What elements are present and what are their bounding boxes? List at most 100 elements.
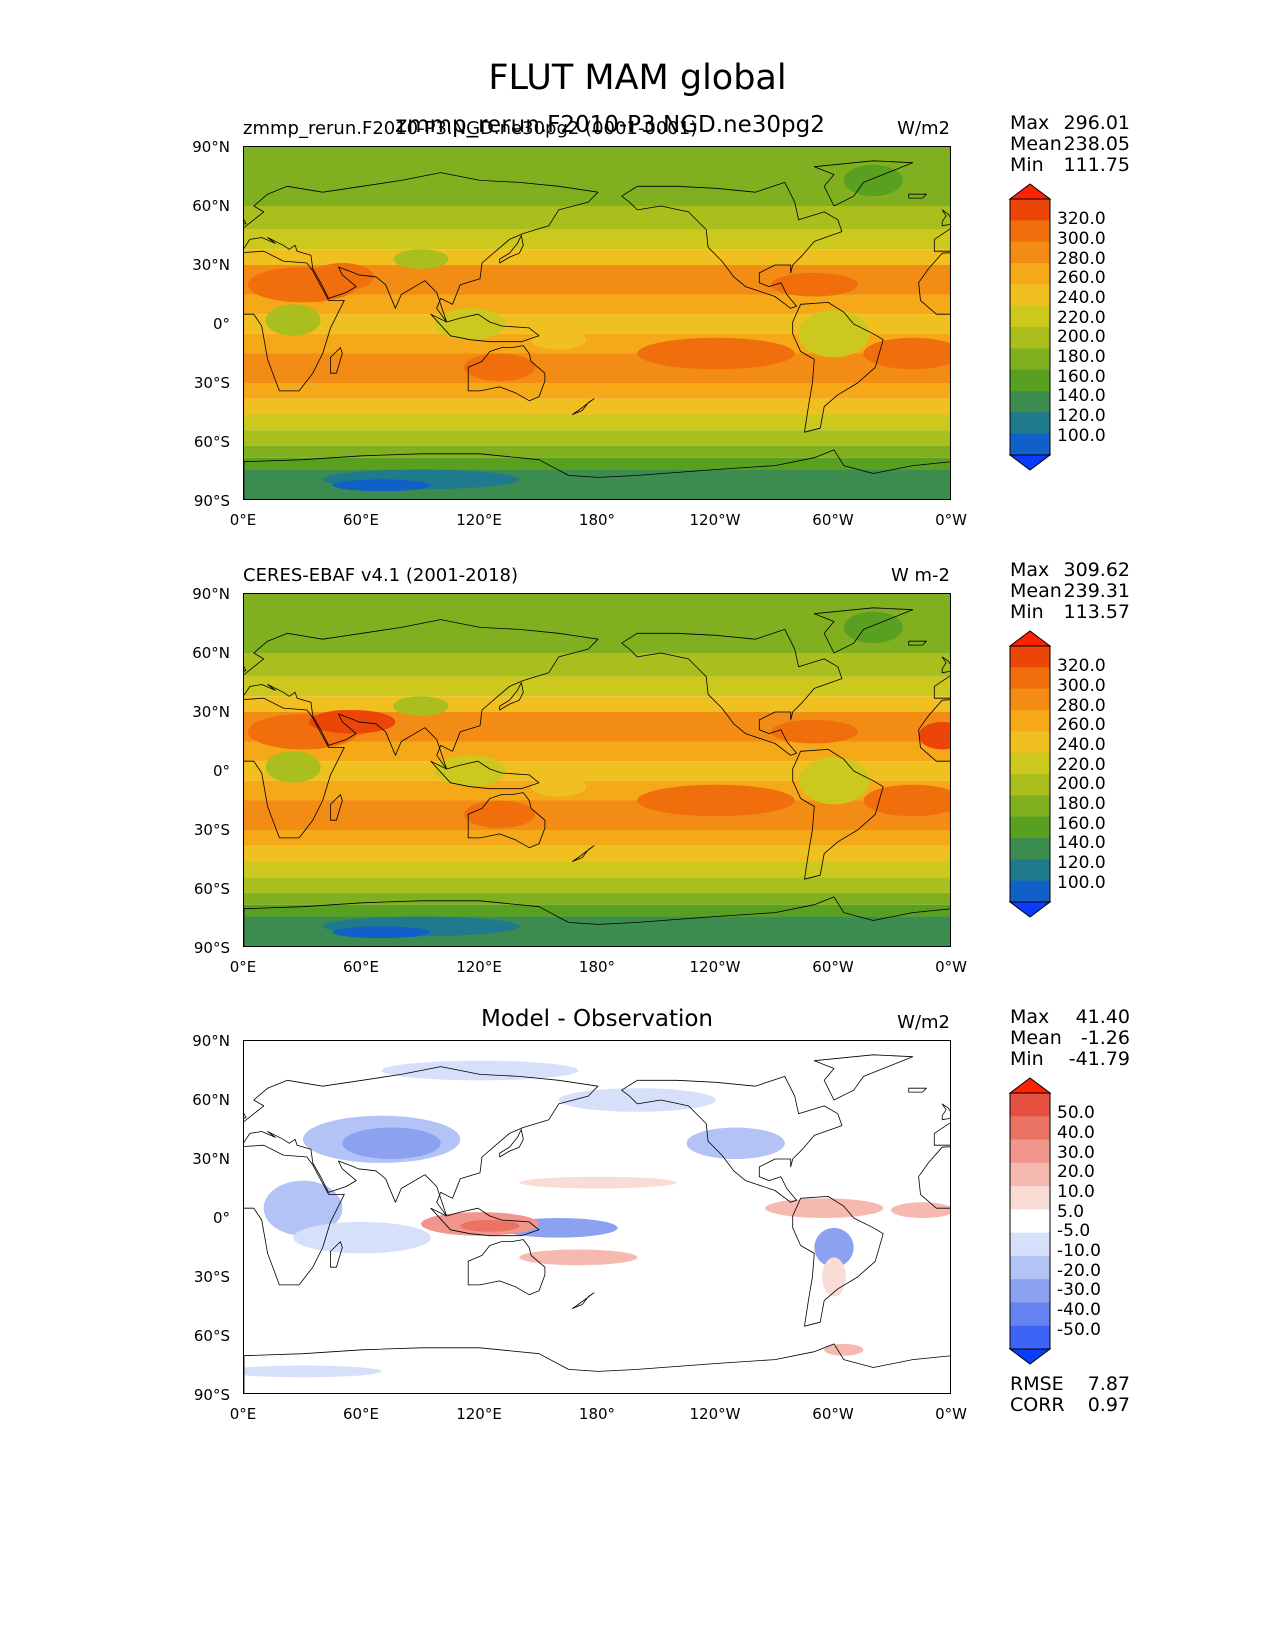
latitude-band [244, 294, 950, 315]
diff-neg [558, 1088, 716, 1112]
latitude-band [244, 845, 950, 862]
latitude-band [244, 206, 950, 230]
coastline-new-zealand [572, 398, 595, 415]
colorbar-swatch [1010, 1302, 1050, 1327]
maritime-continent [434, 308, 506, 340]
lat-tick: 90°S [193, 1386, 230, 1404]
coastline-indonesia [430, 1207, 540, 1237]
lat-tick: 30°N [192, 1150, 230, 1168]
coastline-africa [244, 697, 345, 839]
coastline-antarctica [244, 1343, 950, 1393]
panel-units: W m-2 [890, 565, 950, 586]
coastline-greenland [813, 1054, 914, 1101]
colorbar-label: 20.0 [1057, 1162, 1095, 1182]
stat-max-value: 41.40 [1075, 1006, 1130, 1028]
colorbar-label: 300.0 [1057, 676, 1106, 696]
lon-tick: 0°E [229, 511, 257, 529]
panel-left-title: CERES-EBAF v4.1 (2001-2018) [243, 565, 519, 586]
colorbar-swatch [1010, 859, 1050, 882]
coastline-iceland [908, 640, 927, 646]
australia-warm [464, 353, 536, 382]
colorbar-label: 240.0 [1057, 288, 1106, 308]
colorbar-label: 10.0 [1057, 1182, 1095, 1202]
panel-left-title: zmmp_rerun.F2010-P3.NGD.ne30pg2 (0001-00… [243, 118, 698, 139]
lat-tick: 60°S [193, 880, 230, 898]
australia-warm [464, 800, 536, 829]
colorbar-label: 180.0 [1057, 347, 1106, 367]
lat-tick: 0° [212, 1209, 230, 1227]
map-model [243, 146, 951, 500]
colorbar-label: 120.0 [1057, 853, 1106, 873]
colorbar-label: 220.0 [1057, 755, 1106, 775]
coastline-new-zealand [572, 845, 595, 862]
colorbar-label: 260.0 [1057, 715, 1106, 735]
coastline-antarctica [244, 449, 950, 499]
colorbar-swatch [1010, 1325, 1050, 1350]
spcz [531, 776, 587, 797]
colorbar-outline [1009, 645, 1051, 903]
coastline-antarctica [244, 896, 950, 946]
congo-convection [265, 751, 321, 783]
colorbar-swatch [1010, 433, 1050, 456]
latitude-band [244, 353, 950, 383]
colorbar-label: 120.0 [1057, 406, 1106, 426]
map-difference [243, 1040, 951, 1394]
latitude-band [244, 229, 950, 250]
coastline-uk [244, 666, 247, 672]
lat-tick: 90°N [192, 138, 230, 156]
lat-tick: 30°S [193, 1268, 230, 1286]
stat-mean-value: -1.26 [1080, 1027, 1130, 1049]
coastline-africa [244, 1144, 345, 1286]
arabia-warm [310, 263, 374, 291]
diff-neg [244, 1365, 382, 1378]
se-pacific-warm [637, 337, 795, 370]
diff-pos [765, 1198, 884, 1218]
maritime-continent [434, 755, 506, 787]
lon-tick: 120°W [689, 1405, 741, 1423]
lon-tick: 0°W [935, 1405, 967, 1423]
stat-max-value: 309.62 [1063, 559, 1130, 581]
colorbar-swatch [1010, 391, 1050, 413]
stat-mean-label: Mean [1010, 580, 1062, 602]
diff-neg [686, 1127, 785, 1159]
colorbar-label: 100.0 [1057, 426, 1106, 446]
lon-tick: 60°E [342, 511, 380, 529]
colorbar-extend-min [1008, 901, 1052, 918]
latitude-band [244, 383, 950, 399]
colorbar-label: 220.0 [1057, 308, 1106, 328]
coastline-uk [244, 219, 247, 225]
lon-tick: 0°E [229, 1405, 257, 1423]
latitude-band [244, 445, 950, 458]
coastline-africa [244, 250, 345, 392]
lon-tick: 120°W [689, 958, 741, 976]
latitude-band [244, 147, 950, 177]
colorbar-label: 320.0 [1057, 209, 1106, 229]
coastline-australia [467, 1239, 546, 1296]
diff-neg [381, 1060, 579, 1081]
greenland-cold [843, 164, 903, 197]
coastline-south-america [792, 302, 884, 433]
stat-mean-label: Mean [1010, 1027, 1062, 1049]
latitude-band [244, 430, 950, 446]
colorbar-label: 5.0 [1057, 1202, 1085, 1222]
coastline-eurasia [244, 1066, 599, 1217]
colorbar-swatch [1010, 731, 1050, 754]
diff-neg [342, 1127, 441, 1159]
coastline-uk [941, 656, 950, 674]
lat-tick: 30°S [193, 821, 230, 839]
lat-tick: 60°N [192, 1091, 230, 1109]
colorbar-model [1008, 183, 1052, 471]
colorbar-label: 240.0 [1057, 735, 1106, 755]
colorbar-difference [1008, 1077, 1052, 1365]
stat-min-value: 111.75 [1063, 154, 1130, 176]
coastline-japan [499, 1129, 524, 1158]
diff-pos [519, 1176, 677, 1189]
colorbar-label: 200.0 [1057, 774, 1106, 794]
lon-tick: 180° [578, 1405, 616, 1423]
lon-tick: 0°W [935, 958, 967, 976]
diff-pos [822, 1257, 846, 1297]
tibet-cold [393, 249, 449, 269]
colorbar-label: 160.0 [1057, 367, 1106, 387]
colorbar-observation [1008, 630, 1052, 918]
lat-tick: 60°S [193, 1327, 230, 1345]
